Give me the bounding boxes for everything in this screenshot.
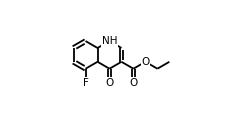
Text: NH: NH — [102, 36, 117, 46]
Text: O: O — [141, 57, 150, 67]
Text: F: F — [83, 77, 88, 88]
Text: O: O — [105, 77, 114, 88]
Text: O: O — [129, 77, 137, 88]
